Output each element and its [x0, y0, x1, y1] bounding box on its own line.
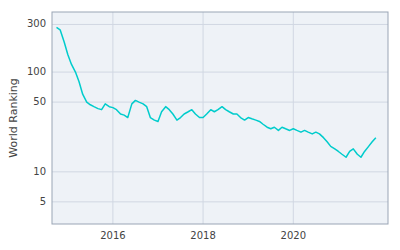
y-tick-label: 50: [33, 96, 46, 107]
y-tick-label: 5: [40, 196, 46, 207]
y-tick-label: 10: [33, 166, 46, 177]
y-grid-line: [52, 24, 388, 25]
y-grid-line: [52, 72, 388, 73]
tick-labels: 5 10 50 100 300 2016 2018 2020: [27, 18, 306, 241]
x-tick-label: 2018: [190, 230, 215, 241]
y-tick-label: 300: [27, 18, 46, 29]
plot-background: [52, 12, 388, 224]
y-grid-line: [52, 171, 388, 172]
y-tick-label: 100: [27, 66, 46, 77]
y-grid-line: [52, 201, 388, 202]
x-grid-line: [112, 12, 113, 224]
y-axis-label: World Ranking: [7, 78, 20, 158]
chart: 5 10 50 100 300 2016 2018 2020 World Ranking: [0, 0, 400, 250]
plot-frame: [52, 12, 388, 224]
x-grid-line: [293, 12, 294, 224]
line: [57, 27, 376, 157]
data: [57, 27, 376, 157]
y-grid-line: [52, 102, 388, 103]
x-tick-label: 2016: [100, 230, 125, 241]
grid: [52, 12, 388, 224]
x-tick-label: 2020: [281, 230, 306, 241]
